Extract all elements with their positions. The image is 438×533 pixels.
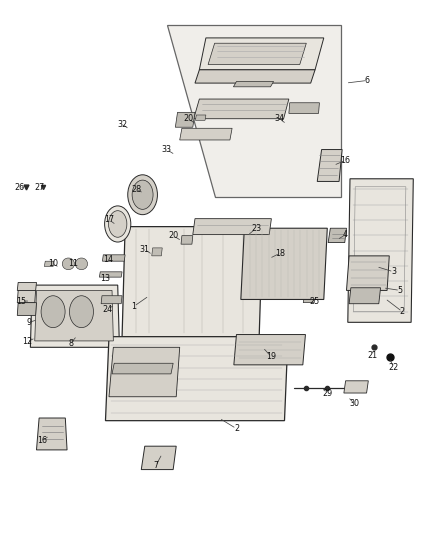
Text: 21: 21 xyxy=(367,351,378,360)
Text: 6: 6 xyxy=(365,76,370,85)
Text: 33: 33 xyxy=(162,145,172,154)
Text: 17: 17 xyxy=(104,215,114,224)
Text: 3: 3 xyxy=(391,268,396,276)
Polygon shape xyxy=(99,272,122,277)
Text: 2: 2 xyxy=(234,424,239,433)
Polygon shape xyxy=(346,256,389,290)
Text: 26: 26 xyxy=(14,183,24,192)
Text: 25: 25 xyxy=(309,296,319,305)
Polygon shape xyxy=(102,255,125,261)
Text: 16: 16 xyxy=(341,156,350,165)
Polygon shape xyxy=(17,282,36,290)
Polygon shape xyxy=(348,179,413,322)
Polygon shape xyxy=(101,296,122,304)
Polygon shape xyxy=(112,364,173,374)
Polygon shape xyxy=(195,115,206,120)
Ellipse shape xyxy=(62,258,74,270)
Polygon shape xyxy=(152,248,162,256)
Text: 13: 13 xyxy=(100,273,110,282)
Polygon shape xyxy=(199,38,324,70)
Polygon shape xyxy=(141,446,176,470)
Polygon shape xyxy=(193,219,272,235)
Polygon shape xyxy=(181,236,193,244)
Polygon shape xyxy=(106,337,288,421)
Text: 29: 29 xyxy=(322,389,332,398)
Text: 32: 32 xyxy=(117,119,127,128)
Ellipse shape xyxy=(75,258,88,270)
Ellipse shape xyxy=(70,296,93,328)
Text: 23: 23 xyxy=(251,224,261,233)
Text: 1: 1 xyxy=(131,302,136,311)
Polygon shape xyxy=(194,99,289,119)
Text: 10: 10 xyxy=(48,260,58,268)
Polygon shape xyxy=(17,290,35,303)
Polygon shape xyxy=(289,103,319,114)
Polygon shape xyxy=(233,82,274,87)
Polygon shape xyxy=(35,290,113,341)
Text: 14: 14 xyxy=(102,255,113,264)
Polygon shape xyxy=(241,228,327,300)
Text: 12: 12 xyxy=(22,337,32,346)
Text: 31: 31 xyxy=(140,245,150,254)
Text: 22: 22 xyxy=(389,363,399,372)
Text: 11: 11 xyxy=(68,260,78,268)
Ellipse shape xyxy=(128,175,157,215)
Polygon shape xyxy=(30,285,120,348)
Text: 34: 34 xyxy=(274,114,284,123)
Text: 2: 2 xyxy=(400,307,405,316)
Polygon shape xyxy=(175,112,195,127)
Text: 24: 24 xyxy=(102,304,113,313)
Text: 18: 18 xyxy=(275,249,285,258)
Polygon shape xyxy=(328,228,346,243)
Text: 7: 7 xyxy=(153,462,158,470)
Polygon shape xyxy=(317,150,342,181)
Polygon shape xyxy=(17,303,36,316)
Polygon shape xyxy=(122,227,263,337)
Polygon shape xyxy=(180,128,232,140)
Polygon shape xyxy=(349,288,381,304)
Text: 20: 20 xyxy=(168,231,178,240)
Polygon shape xyxy=(109,348,180,397)
Polygon shape xyxy=(303,296,315,303)
Text: 27: 27 xyxy=(34,183,44,192)
Text: 28: 28 xyxy=(131,185,141,194)
Ellipse shape xyxy=(41,296,65,328)
Polygon shape xyxy=(166,25,341,197)
Text: 15: 15 xyxy=(17,296,27,305)
Text: 30: 30 xyxy=(350,399,359,408)
Polygon shape xyxy=(44,261,54,266)
Text: 19: 19 xyxy=(266,352,276,361)
Text: 5: 5 xyxy=(398,286,403,295)
Ellipse shape xyxy=(109,211,127,237)
Polygon shape xyxy=(36,418,67,450)
Polygon shape xyxy=(234,335,305,365)
Text: 16: 16 xyxy=(37,437,47,446)
Text: 8: 8 xyxy=(68,339,73,348)
Text: 4: 4 xyxy=(343,230,348,239)
Polygon shape xyxy=(344,381,368,393)
Ellipse shape xyxy=(132,180,153,209)
Text: 20: 20 xyxy=(184,114,194,123)
Ellipse shape xyxy=(105,206,131,242)
Text: 9: 9 xyxy=(27,318,32,327)
Polygon shape xyxy=(195,70,315,83)
Polygon shape xyxy=(208,43,306,64)
